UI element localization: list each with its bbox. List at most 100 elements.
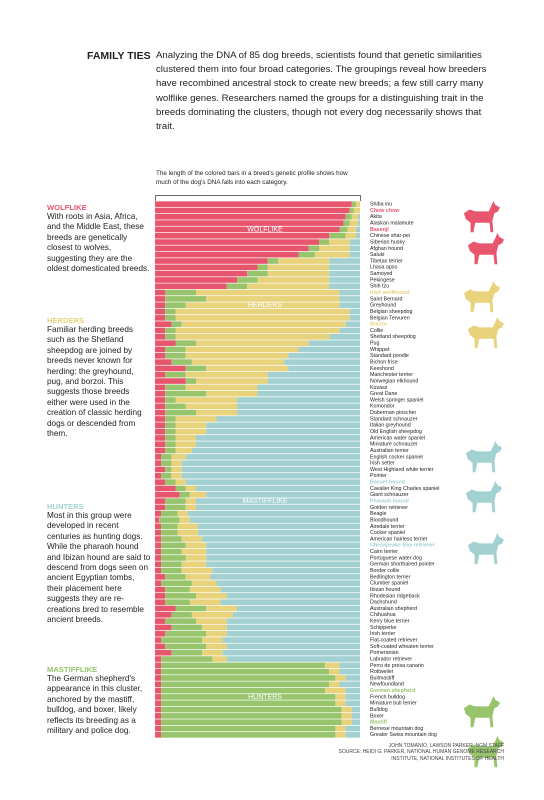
- bar-segment: [155, 504, 166, 511]
- bar-segment: [339, 327, 360, 334]
- bar-segment: [171, 649, 203, 656]
- bar-segment: [155, 403, 166, 410]
- bar-segment: [196, 289, 340, 296]
- bar-segment: [196, 485, 360, 492]
- bar-segment: [155, 334, 166, 340]
- breed-label: Welsh springer spaniel: [370, 397, 424, 403]
- bar-segment: [349, 239, 360, 245]
- breed-label: Cocker spaniel: [370, 530, 405, 536]
- bar-segment: [345, 213, 352, 220]
- bar-segment: [155, 390, 166, 397]
- bar-segment: [329, 277, 360, 283]
- bar-segment: [196, 504, 360, 511]
- breed-label: Saint Bernard: [370, 296, 402, 302]
- bar-segment: [155, 548, 162, 555]
- breed-label: Basenji: [370, 227, 389, 233]
- breed-label: Great Dane: [370, 391, 397, 397]
- bar-segment: [351, 201, 356, 207]
- breed-label: Bedlington terrier: [370, 574, 411, 580]
- bar-segment: [325, 662, 340, 669]
- group-description: WOLFLIKE With roots in Asia, Africa, and …: [47, 203, 151, 274]
- bar-segment: [155, 384, 166, 391]
- bar-segment: [165, 302, 186, 309]
- bar-segment: [187, 510, 360, 517]
- bar-segment: [185, 542, 207, 549]
- bar-segment: [161, 567, 182, 574]
- bar-segment: [155, 719, 162, 726]
- bar-segment: [339, 668, 360, 675]
- bar-segment: [155, 296, 166, 302]
- bar-segment: [319, 239, 330, 245]
- bar-segment: [155, 694, 162, 700]
- bar-segment: [165, 334, 176, 340]
- bar-segment: [185, 479, 360, 485]
- bar-segment: [155, 277, 237, 283]
- dog-silhouette: [467, 735, 504, 768]
- bar-segment: [206, 561, 360, 568]
- bar-segment: [353, 207, 360, 214]
- bar-segment: [165, 630, 207, 637]
- bar-segment: [308, 340, 360, 346]
- bar-segment: [161, 694, 336, 700]
- bar-segment: [226, 630, 360, 637]
- bar-segment: [155, 346, 166, 353]
- bar-segment: [161, 561, 182, 568]
- breed-label: Standard poodle: [370, 353, 409, 359]
- breed-label: Dachshund: [370, 600, 397, 606]
- bar-segment: [161, 523, 178, 530]
- bar-segment: [206, 555, 360, 561]
- bar-segment: [155, 289, 166, 296]
- breed-label: Old English sheepdog: [370, 429, 422, 435]
- intro-text: Analyzing the DNA of 85 dog breeds, scie…: [156, 50, 487, 133]
- breed-label: Greater Swiss mountain dog: [370, 732, 437, 738]
- bar-segment: [335, 700, 346, 707]
- bar-segment: [220, 599, 360, 605]
- bar-segment: [155, 510, 162, 517]
- bar-segment: [155, 340, 176, 346]
- bar-segment: [155, 422, 166, 429]
- bar-segment: [165, 327, 176, 334]
- bar-segment: [329, 239, 350, 245]
- bar-segment: [335, 694, 346, 700]
- bar-segment: [339, 296, 360, 302]
- breed-label: Cavalier King Charles spaniel: [370, 486, 439, 492]
- breed-label: Lhasa apso: [370, 265, 397, 271]
- bar-segment: [155, 416, 166, 422]
- group-title: HUNTERS: [47, 502, 84, 511]
- breed-label: Perro de presa canario: [370, 663, 424, 669]
- bar-segment: [341, 719, 352, 726]
- bar-segment: [181, 473, 360, 479]
- bar-segment: [185, 574, 211, 580]
- breed-label: Kerry blue terrier: [370, 619, 410, 625]
- credit-line: JOHN TOMANIO, LAWSON PARKER, NGM STAFF: [388, 743, 504, 749]
- bar-segment: [155, 498, 166, 504]
- group-bar-label: HUNTERS: [248, 694, 282, 701]
- bar-segment: [175, 605, 207, 612]
- bar-segment: [155, 580, 162, 587]
- chart-note: The length of the colored bars in a bree…: [156, 170, 348, 186]
- bar-segment: [155, 409, 166, 416]
- bar-segment: [185, 498, 196, 504]
- bar-segment: [165, 371, 186, 378]
- bar-segment: [171, 460, 182, 466]
- breed-label: Norwegian elkhound: [370, 378, 418, 384]
- bar-segment: [349, 308, 360, 315]
- breed-label: Beagle: [370, 511, 387, 517]
- breed-label: Border collie: [370, 568, 399, 574]
- breed-label: Collie: [370, 328, 383, 334]
- bar-segment: [206, 605, 237, 612]
- bar-segment: [155, 352, 166, 359]
- bar-segment: [237, 605, 360, 612]
- bar-segment: [165, 403, 186, 410]
- bar-segment: [171, 466, 182, 473]
- breed-label: Giant schnauzer: [370, 492, 409, 498]
- bar-segment: [175, 441, 196, 448]
- bar-segment: [155, 517, 160, 523]
- bar-segment: [177, 510, 188, 517]
- bar-segment: [155, 586, 166, 593]
- group-text: Most in this group were developed in rec…: [47, 511, 151, 625]
- bar-segment: [351, 719, 360, 726]
- bar-segment: [329, 270, 360, 277]
- bar-segment: [206, 365, 289, 372]
